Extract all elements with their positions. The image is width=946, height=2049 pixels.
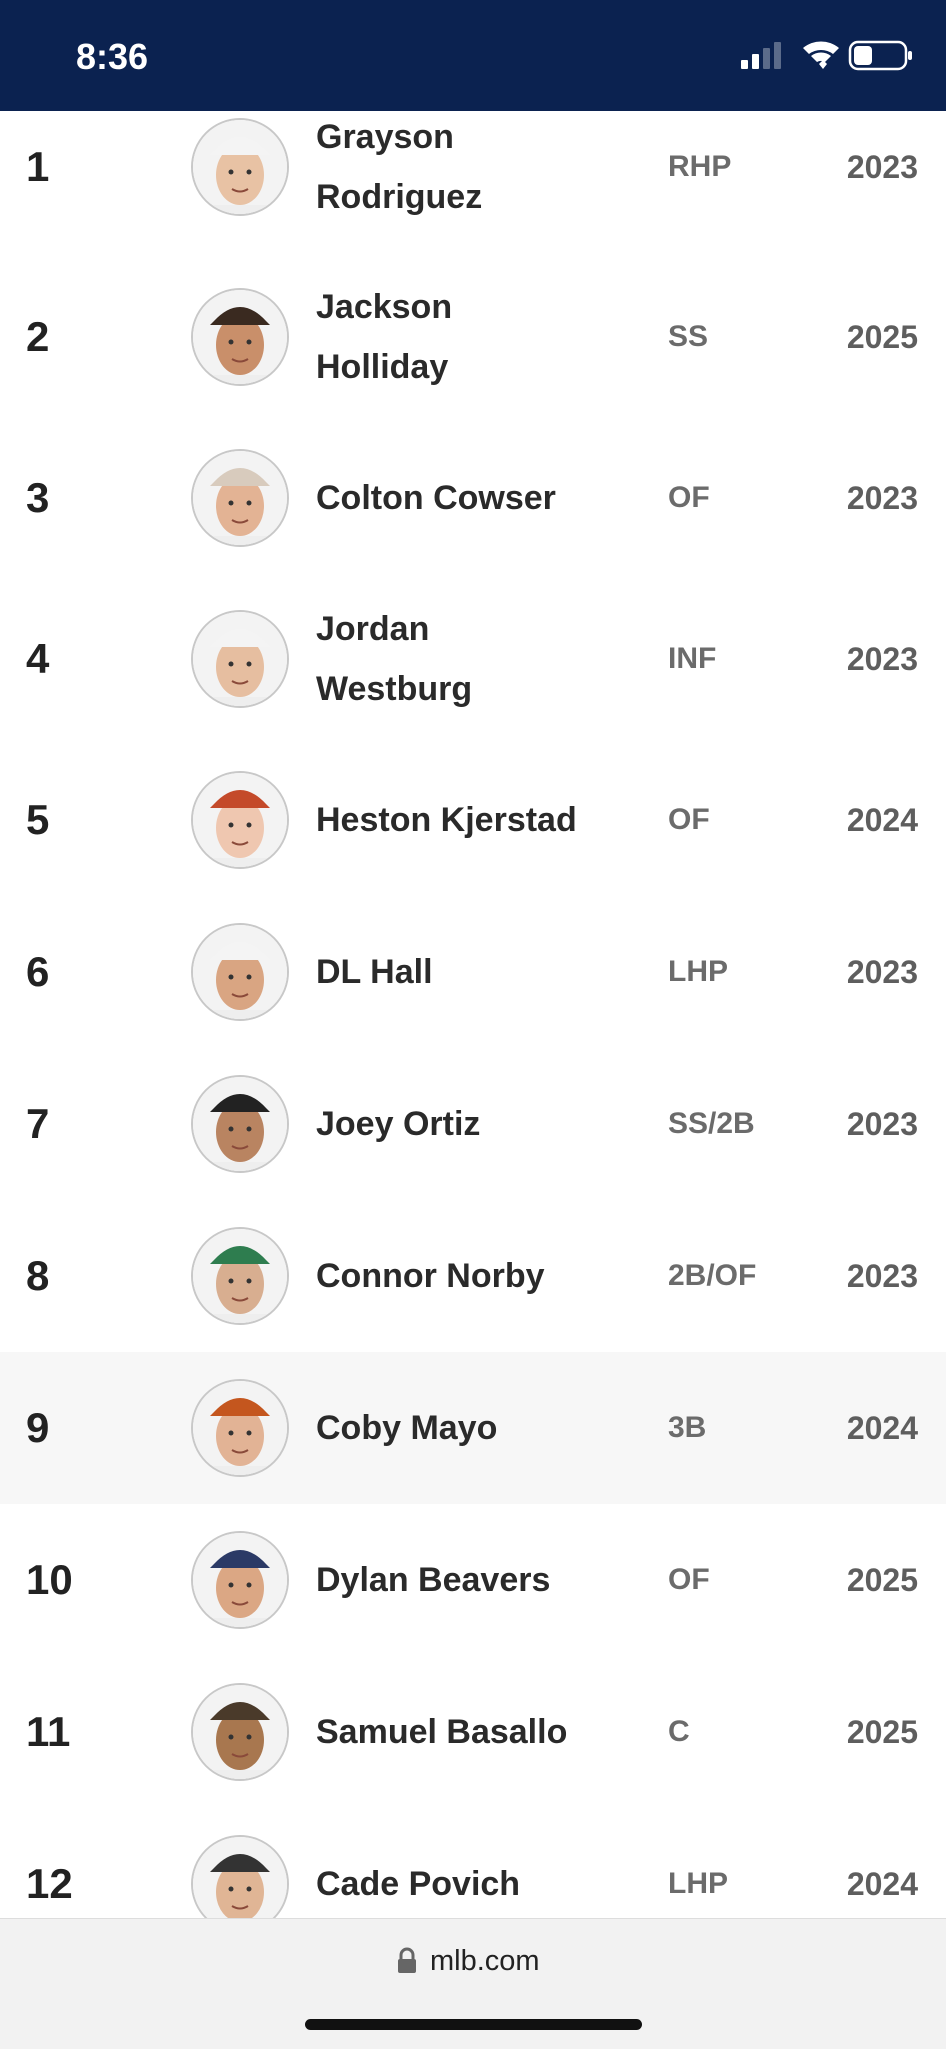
player-photo xyxy=(191,1379,289,1477)
player-photo xyxy=(191,288,289,386)
player-photo xyxy=(191,1075,289,1173)
eta-year: 2023 xyxy=(846,1257,918,1294)
player-name: Colton Cowser xyxy=(316,479,556,517)
eta-year: 2023 xyxy=(846,479,918,516)
player-row[interactable]: 9 Coby Mayo 3B 2024 xyxy=(0,1352,946,1504)
rank: 9 xyxy=(26,1404,50,1451)
status-icons xyxy=(741,40,912,71)
player-name: Grayson Rodriguez xyxy=(316,118,483,216)
player-photo xyxy=(191,923,289,1021)
player-name: Jordan Westburg xyxy=(316,610,473,708)
eta-year: 2025 xyxy=(846,1561,918,1598)
rank: 2 xyxy=(26,313,50,360)
position: OF xyxy=(668,803,710,836)
home-indicator xyxy=(305,2019,642,2030)
position: 2B/OF xyxy=(668,1259,757,1292)
rank: 5 xyxy=(26,796,50,843)
prospect-list: 1 Grayson Rodriguez RHP 2023 2 Jackson Holl… xyxy=(0,82,946,1918)
player-photo xyxy=(191,610,289,708)
position: OF xyxy=(668,481,710,514)
rank: 7 xyxy=(26,1100,50,1147)
rank: 1 xyxy=(26,143,50,190)
player-name: Samuel Basallo xyxy=(316,1713,568,1751)
eta-year: 2023 xyxy=(846,148,918,185)
player-row[interactable]: 1 Grayson Rodriguez RHP 2023 xyxy=(0,82,946,252)
position: INF xyxy=(668,642,717,675)
player-photo xyxy=(191,118,289,216)
player-name: Joey Ortiz xyxy=(316,1105,481,1143)
rank: 8 xyxy=(26,1252,50,1299)
player-photo xyxy=(191,771,289,869)
eta-year: 2024 xyxy=(846,1409,918,1446)
player-row[interactable]: 8 Connor Norby 2B/OF 2023 xyxy=(0,1200,946,1352)
player-name: Jackson Holliday xyxy=(316,288,453,386)
rank: 4 xyxy=(26,635,50,682)
rank: 6 xyxy=(26,948,50,995)
player-row[interactable]: 5 Heston Kjerstad OF 2024 xyxy=(0,744,946,896)
player-row[interactable]: 12 Cade Povich LHP 2024 xyxy=(0,1808,946,1918)
player-name: Coby Mayo xyxy=(316,1409,498,1447)
eta-year: 2023 xyxy=(846,640,918,677)
player-row[interactable]: 10 Dylan Beavers OF 2025 xyxy=(0,1504,946,1656)
player-photo xyxy=(191,449,289,547)
position: 3B xyxy=(668,1411,707,1444)
player-photo xyxy=(191,1227,289,1325)
player-photo xyxy=(191,1835,289,1918)
eta-year: 2023 xyxy=(846,953,918,990)
position: SS xyxy=(668,320,709,353)
rank: 10 xyxy=(26,1556,73,1603)
player-photo xyxy=(191,1531,289,1629)
player-row[interactable]: 11 Samuel Basallo C 2025 xyxy=(0,1656,946,1808)
position: C xyxy=(668,1715,690,1748)
eta-year: 2025 xyxy=(846,318,918,355)
eta-year: 2023 xyxy=(846,1105,918,1142)
player-name: Connor Norby xyxy=(316,1257,545,1295)
player-name: Cade Povich xyxy=(316,1865,521,1903)
position: LHP xyxy=(668,955,728,988)
player-photo xyxy=(191,1683,289,1781)
position: OF xyxy=(668,1563,710,1596)
player-row[interactable]: 4 Jordan Westburg INF 2023 xyxy=(0,574,946,744)
rank: 3 xyxy=(26,474,50,521)
lock-icon xyxy=(398,1947,416,1973)
time: 8:36 xyxy=(76,36,149,77)
player-name: Heston Kjerstad xyxy=(316,801,577,839)
eta-year: 2024 xyxy=(846,1865,918,1902)
rank: 12 xyxy=(26,1860,73,1907)
browser-bar: mlb.com xyxy=(0,1918,946,2049)
position: RHP xyxy=(668,150,732,183)
player-row[interactable]: 6 DL Hall LHP 2023 xyxy=(0,896,946,1048)
eta-year: 2025 xyxy=(846,1713,918,1750)
rank: 11 xyxy=(26,1708,71,1755)
player-name: Dylan Beavers xyxy=(316,1561,551,1599)
position: SS/2B xyxy=(668,1107,755,1140)
eta-year: 2024 xyxy=(846,801,918,838)
position: LHP xyxy=(668,1867,728,1900)
status-bar: 8:36 xyxy=(0,0,946,111)
url[interactable]: mlb.com xyxy=(430,1945,540,1977)
player-name: DL Hall xyxy=(316,953,433,991)
player-row[interactable]: 7 Joey Ortiz SS/2B 2023 xyxy=(0,1048,946,1200)
player-row[interactable]: 3 Colton Cowser OF 2023 xyxy=(0,422,946,574)
player-row[interactable]: 2 Jackson Holliday SS 2025 xyxy=(0,252,946,422)
